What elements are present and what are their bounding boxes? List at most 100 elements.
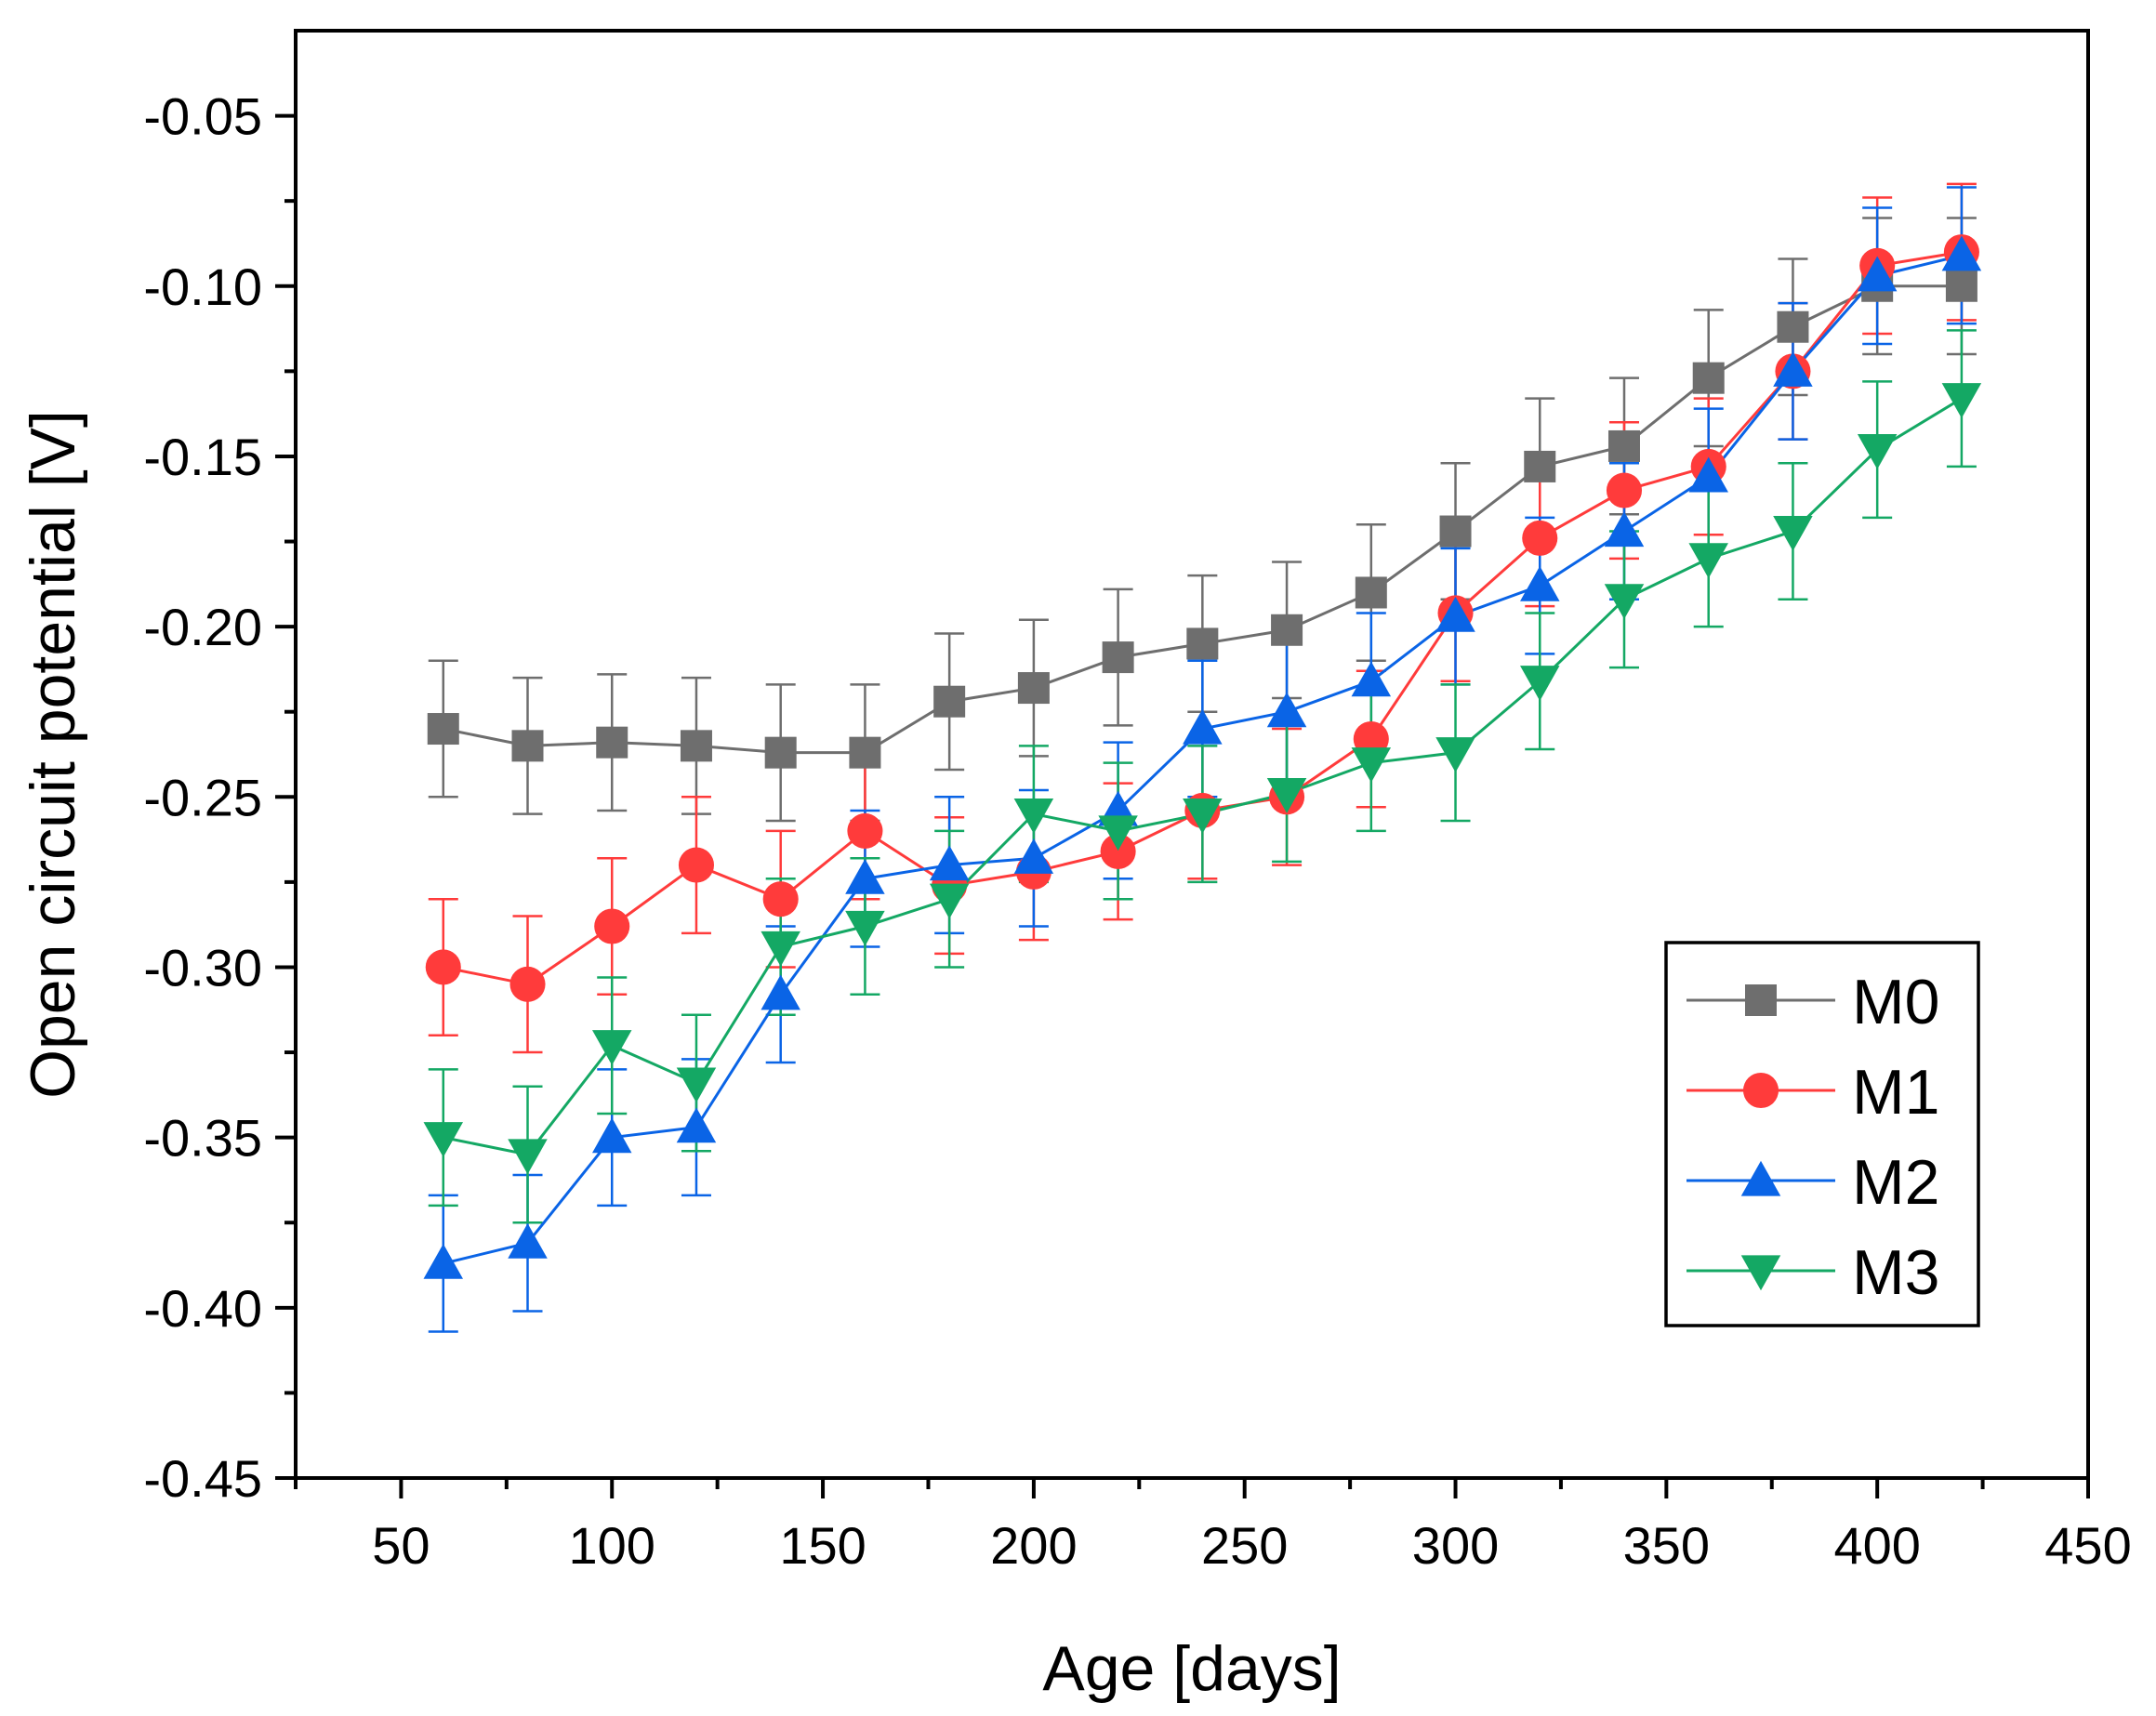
m2-data-point [1266, 692, 1307, 728]
y-axis-title: Open circuit potential [V] [18, 410, 88, 1099]
m2-data-point [1183, 708, 1223, 745]
m0-data-point [1777, 310, 1809, 343]
m0-data-point [764, 736, 797, 769]
x-tick-label: 400 [1833, 1516, 1920, 1575]
m0-data-point [1186, 627, 1219, 660]
x-tick-label: 300 [1412, 1516, 1499, 1575]
m0-data-point [1102, 641, 1134, 674]
y-tick-label: -0.40 [143, 1279, 262, 1338]
m3-data-point [1857, 434, 1898, 469]
legend-box [1664, 941, 1980, 1327]
x-tick-label: 450 [2044, 1516, 2131, 1575]
m3-data-point [1013, 799, 1054, 834]
m1-data-point [425, 949, 461, 985]
m1-data-point [509, 966, 546, 1002]
m2-data-point [1688, 456, 1728, 493]
m3-data-point [929, 883, 970, 919]
y-tick-label: -0.10 [143, 257, 262, 316]
y-tick-label: -0.35 [143, 1109, 262, 1168]
y-tick-label: -0.15 [143, 428, 262, 486]
m2-data-point [1435, 596, 1475, 632]
m3-data-point [423, 1122, 464, 1157]
m2-data-point [508, 1222, 548, 1259]
m2-data-point [1604, 511, 1645, 548]
x-tick-label: 200 [990, 1516, 1077, 1575]
x-tick-label: 150 [779, 1516, 866, 1575]
m3-data-point [676, 1067, 717, 1103]
m0-data-point [1945, 270, 1977, 302]
m0-data-point [680, 730, 712, 762]
m3-data-point [1098, 815, 1138, 851]
x-tick-label: 50 [372, 1516, 430, 1575]
m0-data-point [1271, 614, 1303, 646]
plot-frame [294, 29, 2090, 1480]
legend-marker-m1 [1742, 1072, 1779, 1109]
m3-data-point [1183, 799, 1223, 834]
m2-data-point [1013, 838, 1054, 874]
y-tick-label: -0.45 [143, 1449, 262, 1508]
m2-data-point [423, 1243, 464, 1279]
m3-data-point [761, 931, 800, 967]
m3-data-point [1604, 584, 1645, 620]
series-markers [423, 234, 1982, 1279]
m3-data-point [508, 1139, 548, 1175]
m3-data-point [1266, 778, 1307, 813]
m2-data-point [676, 1107, 717, 1143]
legend-label-m0: M0 [1852, 967, 1939, 1037]
m1-data-point [1522, 520, 1558, 556]
m3-data-point [1773, 515, 1813, 551]
m0-data-point [1017, 672, 1050, 705]
y-tick-label: -0.05 [143, 87, 262, 146]
m2-data-point [761, 974, 800, 1010]
legend-label-m3: M3 [1852, 1237, 1939, 1308]
legend-label-m1: M1 [1852, 1057, 1939, 1128]
legend: M0 M1 M2 M3 [1664, 941, 1980, 1327]
m0-data-point [596, 726, 628, 759]
tick-labels: 50 100 150 200 250 300 350 400 450 -0.05 -0.10 -0.1… [143, 87, 2131, 1575]
legend-marker-m3 [1740, 1255, 1781, 1291]
m0-data-point [1439, 515, 1472, 548]
m2-data-point [1941, 235, 1982, 271]
m3-data-point [845, 910, 885, 946]
m1-data-point [1606, 472, 1643, 508]
m0-data-point [1524, 450, 1556, 482]
m3-data-point [1941, 383, 1982, 418]
m3-data-point [1351, 747, 1392, 783]
m2-data-point [1351, 661, 1392, 697]
m0-data-point [1692, 362, 1725, 394]
x-tick-label: 250 [1201, 1516, 1288, 1575]
y-tick-label: -0.30 [143, 938, 262, 997]
m2-data-point [845, 858, 885, 894]
m2-data-point [591, 1117, 632, 1154]
x-axis-title: Age [days] [1042, 1633, 1341, 1704]
m0-data-point [1607, 429, 1640, 462]
m1-data-point [678, 847, 715, 883]
m0-data-point [1355, 576, 1387, 609]
x-tick-label: 100 [569, 1516, 655, 1575]
axes [275, 29, 2090, 1498]
legend-label-m2: M2 [1852, 1147, 1939, 1218]
m2-data-point [1773, 351, 1813, 387]
x-tick-label: 350 [1623, 1516, 1710, 1575]
m1-data-point [762, 881, 799, 917]
m2-data-point [1857, 256, 1898, 292]
m0-data-point [427, 713, 459, 746]
m3-data-point [1688, 543, 1728, 579]
m1-data-point [594, 908, 630, 944]
m2-data-point [929, 845, 970, 881]
m2-data-point [1520, 565, 1560, 601]
m0-data-point [849, 736, 881, 769]
m1-data-point [1100, 833, 1136, 869]
m0-data-point [933, 685, 966, 718]
m3-data-point [1520, 666, 1560, 701]
y-tick-label: -0.25 [143, 768, 262, 826]
legend-marker-m2 [1740, 1160, 1781, 1196]
m0-data-point [511, 730, 544, 762]
m1-data-point [847, 812, 883, 849]
m3-data-point [1435, 737, 1475, 772]
legend-marker-m0 [1745, 984, 1777, 1016]
m3-data-point [591, 1030, 632, 1065]
y-tick-label: -0.20 [143, 598, 262, 656]
